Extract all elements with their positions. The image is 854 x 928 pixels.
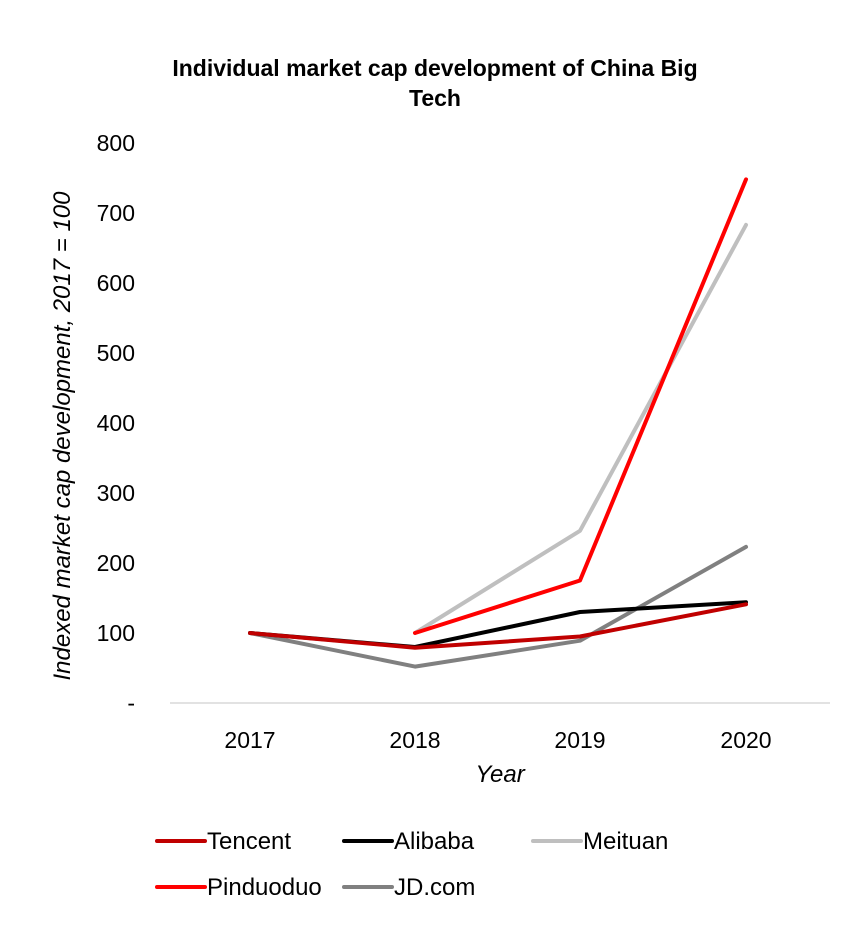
series-lines bbox=[248, 177, 748, 669]
y-tick-labels: - 100 200 300 400 500 600 700 800 bbox=[97, 130, 135, 716]
y-tick-label: 300 bbox=[97, 480, 135, 506]
legend-label-tencent: Tencent bbox=[207, 828, 291, 855]
chart-title-line-2: Tech bbox=[409, 85, 461, 111]
x-tick-label: 2017 bbox=[224, 727, 275, 753]
y-tick-label: 800 bbox=[97, 130, 135, 156]
series-line-meituan bbox=[413, 222, 748, 635]
legend: Tencent Alibaba Meituan Pinduoduo JD.com bbox=[155, 828, 668, 901]
x-tick-label: 2018 bbox=[389, 727, 440, 753]
y-axis-label: Indexed market cap development, 2017 = 1… bbox=[49, 191, 76, 681]
series-line-pinduoduo bbox=[413, 177, 748, 635]
legend-label-meituan: Meituan bbox=[583, 828, 668, 855]
x-tick-labels: 2017 2018 2019 2020 bbox=[224, 727, 771, 753]
series-line-tencent bbox=[248, 602, 748, 650]
x-axis-label: Year bbox=[475, 761, 525, 788]
y-tick-label: 400 bbox=[97, 410, 135, 436]
x-tick-label: 2020 bbox=[720, 727, 771, 753]
y-tick-label: - bbox=[127, 690, 135, 716]
y-tick-label: 500 bbox=[97, 340, 135, 366]
legend-label-pinduoduo: Pinduoduo bbox=[207, 874, 322, 901]
legend-label-alibaba: Alibaba bbox=[394, 828, 475, 855]
y-tick-label: 100 bbox=[97, 620, 135, 646]
y-tick-label: 200 bbox=[97, 550, 135, 576]
chart-title-line-1: Individual market cap development of Chi… bbox=[172, 55, 697, 81]
series-line-jd-com bbox=[248, 544, 748, 669]
legend-label-jd-com: JD.com bbox=[394, 874, 475, 901]
y-tick-label: 600 bbox=[97, 270, 135, 296]
x-tick-label: 2019 bbox=[554, 727, 605, 753]
y-tick-label: 700 bbox=[97, 200, 135, 226]
